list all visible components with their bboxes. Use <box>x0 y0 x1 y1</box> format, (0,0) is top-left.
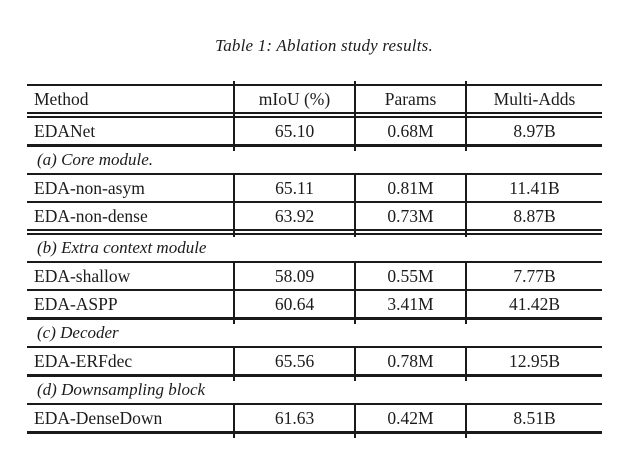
column-separator-tick <box>465 144 467 151</box>
column-separator-tick <box>354 431 356 438</box>
column-separator-tick <box>233 229 235 237</box>
column-separator-tick <box>233 81 235 86</box>
header-params: Params <box>354 86 465 112</box>
multi-adds-cell: 11.41B <box>465 175 602 201</box>
params-cell: 0.81M <box>354 175 465 201</box>
table-row-eda-erfdec: EDA-ERFdec 65.56 0.78M 12.95B <box>27 348 602 374</box>
column-separator-tick <box>465 229 467 237</box>
table-row-eda-aspp: EDA-ASPP 60.64 3.41M 41.42B <box>27 291 602 317</box>
params-cell: 0.68M <box>354 118 465 144</box>
method-cell: EDA-non-dense <box>34 206 148 226</box>
column-separator-tick <box>233 144 235 151</box>
table-rule <box>27 201 602 203</box>
table-rule <box>27 346 602 348</box>
params-cell: 3.41M <box>354 291 465 317</box>
params-cell: 0.42M <box>354 405 465 431</box>
table-row-edanet: EDANet 65.10 0.68M 8.97B <box>27 118 602 144</box>
miou-cell: 58.09 <box>233 263 354 289</box>
multi-adds-cell: 7.77B <box>465 263 602 289</box>
table-header-row: Method mIoU (%) Params Multi-Adds <box>27 86 602 112</box>
miou-cell: 65.11 <box>233 175 354 201</box>
column-separator-tick <box>465 374 467 381</box>
table-rule <box>27 289 602 291</box>
table-row-eda-densedown: EDA-DenseDown 61.63 0.42M 8.51B <box>27 405 602 431</box>
miou-cell: 65.56 <box>233 348 354 374</box>
header-miou: mIoU (%) <box>233 86 354 112</box>
section-label-d: (d) Downsampling block <box>37 380 206 399</box>
column-separator-tick <box>465 431 467 438</box>
method-cell: EDA-DenseDown <box>34 408 163 428</box>
section-divider-rule <box>27 374 602 381</box>
column-separator-tick <box>233 112 235 120</box>
method-cell: EDA-shallow <box>34 266 131 286</box>
multi-adds-cell: 8.51B <box>465 405 602 431</box>
multi-adds-cell: 12.95B <box>465 348 602 374</box>
table-rule <box>27 403 602 405</box>
column-separator-tick <box>354 229 356 237</box>
table-row-eda-shallow: EDA-shallow 58.09 0.55M 7.77B <box>27 263 602 289</box>
method-cell: EDA-non-asym <box>34 178 145 198</box>
section-label-c: (c) Decoder <box>37 323 119 342</box>
table-top-rule <box>27 81 602 86</box>
ablation-results-table: Method mIoU (%) Params Multi-Adds EDANet… <box>27 81 602 438</box>
multi-adds-cell: 8.97B <box>465 118 602 144</box>
multi-adds-cell: 8.87B <box>465 203 602 229</box>
column-separator-tick <box>354 144 356 151</box>
header-method: Method <box>34 89 89 109</box>
section-label-a: (a) Core module. <box>37 150 153 169</box>
method-cell: EDANet <box>34 121 96 141</box>
header-double-rule <box>27 112 602 120</box>
section-divider-double-rule <box>27 229 602 237</box>
method-cell: EDA-ASPP <box>34 294 118 314</box>
column-separator-tick <box>354 112 356 120</box>
table-rule <box>27 261 602 263</box>
params-cell: 0.55M <box>354 263 465 289</box>
column-separator-tick <box>465 112 467 120</box>
params-cell: 0.78M <box>354 348 465 374</box>
miou-cell: 65.10 <box>233 118 354 144</box>
section-label-b: (b) Extra context module <box>37 238 207 257</box>
miou-cell: 61.63 <box>233 405 354 431</box>
column-separator-tick <box>233 374 235 381</box>
section-divider-rule <box>27 317 602 324</box>
miou-cell: 60.64 <box>233 291 354 317</box>
method-cell: EDA-ERFdec <box>34 351 133 371</box>
table-rule <box>27 173 602 175</box>
column-separator-tick <box>465 317 467 324</box>
table-caption: Table 1: Ablation study results. <box>215 36 433 55</box>
column-separator-tick <box>354 374 356 381</box>
column-separator-tick <box>233 431 235 438</box>
table-bottom-rule <box>27 431 602 438</box>
column-separator-tick <box>465 81 467 86</box>
multi-adds-cell: 41.42B <box>465 291 602 317</box>
column-separator-tick <box>354 317 356 324</box>
params-cell: 0.73M <box>354 203 465 229</box>
section-divider-rule <box>27 144 602 151</box>
table-row-eda-non-asym: EDA-non-asym 65.11 0.81M 11.41B <box>27 175 602 201</box>
table-row-eda-non-dense: EDA-non-dense 63.92 0.73M 8.87B <box>27 203 602 229</box>
column-separator-tick <box>354 81 356 86</box>
header-multi-adds: Multi-Adds <box>465 86 602 112</box>
column-separator-tick <box>233 317 235 324</box>
miou-cell: 63.92 <box>233 203 354 229</box>
